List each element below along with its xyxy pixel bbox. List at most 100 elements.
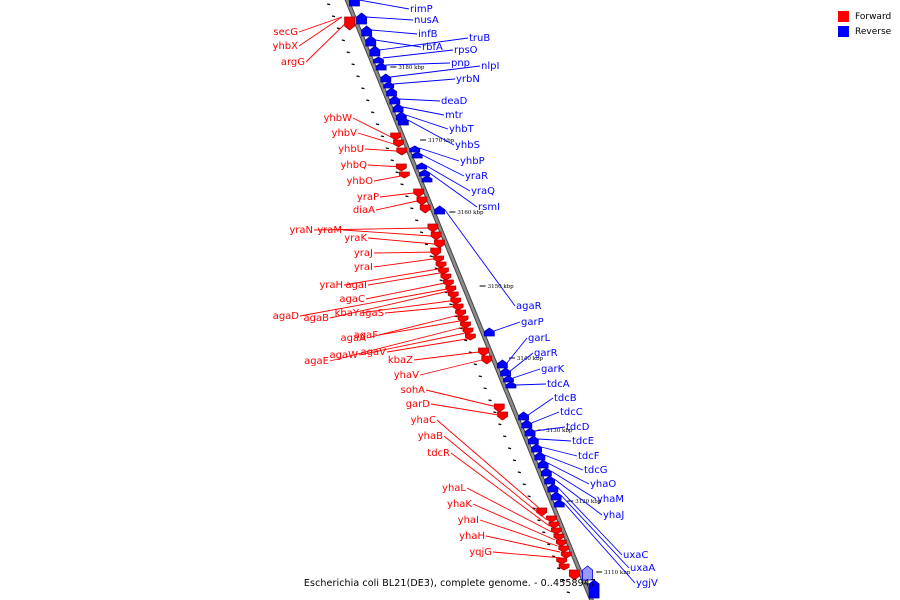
forward-gene-leader [378, 319, 466, 336]
reverse-gene-label: infB [418, 29, 438, 40]
reverse-gene-leader [537, 438, 572, 442]
forward-gene-arrow [390, 132, 402, 141]
forward-gene-leader [364, 148, 397, 152]
reverse-gene-leader [402, 106, 445, 116]
reverse-gene-leader [358, 0, 410, 10]
reverse-gene-label: tdcC [560, 407, 583, 418]
reverse-gene-leader [527, 397, 554, 416]
reverse-gene-label: garK [541, 364, 565, 375]
minor-tick [566, 591, 570, 594]
forward-gene-label: yhaK [447, 499, 472, 510]
minor-tick [405, 195, 409, 198]
forward-gene-label: agaC [339, 294, 365, 305]
reverse-gene-leader [541, 446, 578, 457]
minor-tick [547, 543, 551, 546]
minor-tick [424, 243, 429, 246]
forward-gene-arrow [344, 16, 356, 31]
forward-gene-label: kbaZ [388, 355, 413, 366]
reverse-gene-arrow [547, 483, 559, 493]
reverse-gene-label: tdcE [572, 436, 594, 447]
reverse-swatch [838, 26, 849, 37]
minor-tick [400, 183, 404, 186]
forward-gene-arrow [553, 533, 565, 541]
reverse-gene-leader [544, 454, 584, 471]
minor-tick [395, 171, 399, 174]
reverse-gene-arrow [373, 56, 384, 64]
minor-tick [483, 387, 487, 390]
forward-gene-label: agaS [359, 308, 384, 319]
reverse-gene-leader [531, 411, 560, 424]
forward-gene-leader [373, 174, 407, 182]
forward-gene-label: argG [281, 57, 305, 68]
minor-tick [463, 339, 468, 342]
reverse-gene-arrow [389, 95, 401, 105]
reverse-gene-label: rpsO [454, 45, 478, 56]
forward-gene-leader [375, 200, 418, 211]
forward-gene-leader [358, 331, 471, 356]
forward-gene-leader [329, 325, 468, 362]
reverse-gene-leader [399, 98, 441, 102]
forward-gene-arrow [430, 231, 442, 241]
forward-gene-leader [384, 305, 460, 314]
reverse-gene-arrow [386, 87, 397, 97]
forward-gene-leader [367, 237, 435, 245]
reverse-gene-arrow [527, 435, 539, 445]
minor-tick [385, 147, 389, 150]
forward-gene-arrow [546, 515, 557, 523]
forward-swatch [838, 11, 849, 22]
forward-gene-leader [492, 551, 563, 559]
forward-gene-arrow [556, 557, 568, 565]
forward-gene-arrow [413, 188, 425, 198]
reverse-gene-arrow [503, 375, 514, 383]
reverse-gene-leader [371, 29, 418, 35]
reverse-gene-leader [407, 119, 455, 146]
minor-tick [415, 219, 419, 222]
forward-gene-label: yhbW [324, 113, 353, 124]
reverse-gene-arrow [356, 12, 367, 25]
legend-forward-label: Forward [855, 11, 892, 22]
forward-gene-label: agaB [304, 313, 330, 324]
forward-gene-leader [466, 487, 553, 533]
reverse-gene-arrow [416, 162, 428, 170]
minor-tick [517, 471, 521, 474]
forward-gene-arrow [447, 291, 459, 299]
forward-gene-label: yraJ [354, 248, 373, 259]
reverse-gene-arrow [434, 205, 446, 215]
minor-tick [356, 75, 360, 78]
forward-gene-arrow [393, 139, 404, 148]
forward-gene-arrow [462, 327, 474, 335]
forward-gene-leader [343, 267, 445, 286]
forward-gene-label: yraI [354, 262, 373, 273]
forward-gene-arrow [435, 261, 447, 269]
reverse-gene-label: ygjV [636, 578, 658, 589]
reverse-gene-leader [550, 470, 597, 500]
reverse-gene-arrow [349, 0, 360, 7]
genome-backbone [344, 0, 594, 600]
forward-gene-leader [352, 117, 392, 138]
reverse-gene-leader [493, 321, 521, 332]
minor-tick [434, 267, 438, 270]
reverse-gene-arrow [411, 151, 423, 159]
reverse-gene-label: tdcB [554, 393, 577, 404]
minor-tick [522, 483, 526, 486]
reverse-gene-label: agaR [516, 301, 542, 312]
reverse-gene-label: yhaJ [603, 510, 624, 521]
forward-gene-leader [436, 419, 544, 513]
forward-gene-leader [373, 257, 441, 268]
reverse-gene-label: yraR [465, 171, 488, 182]
scale-tick-label: 3180 kbp [398, 65, 425, 71]
minor-tick [503, 435, 507, 438]
minor-tick [331, 15, 336, 18]
minor-tick [537, 519, 541, 522]
reverse-gene-arrow [553, 499, 565, 508]
reverse-gene-label: yhbP [460, 156, 485, 167]
reverse-gene-leader [419, 147, 460, 162]
forward-gene-label: yhaH [459, 531, 485, 542]
forward-gene-label: yhbU [338, 144, 364, 155]
reverse-gene-label: garR [534, 348, 558, 359]
reverse-gene-arrow [369, 45, 381, 57]
reverse-gene-arrow [540, 467, 552, 477]
forward-gene-leader [329, 289, 454, 319]
forward-gene-arrow [460, 321, 471, 329]
forward-gene-arrow [434, 239, 445, 249]
